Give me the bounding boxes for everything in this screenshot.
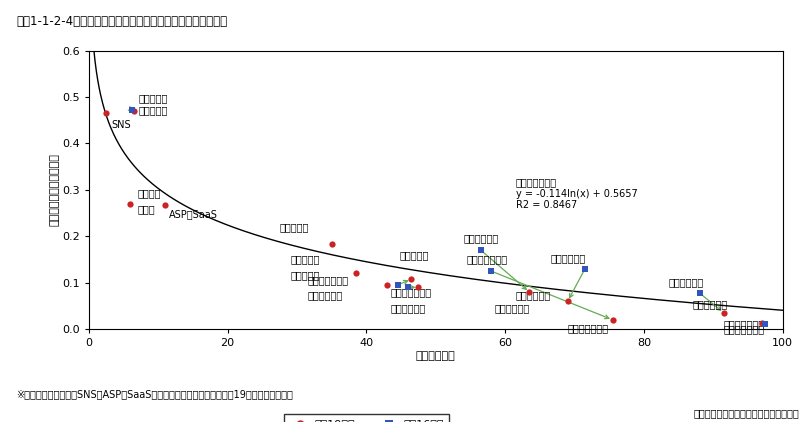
Text: ビジネス: ビジネス xyxy=(137,188,161,198)
X-axis label: 普及率（％）: 普及率（％） xyxy=(416,351,456,361)
Text: 総務省「通信利用動向調査」により作成: 総務省「通信利用動向調査」により作成 xyxy=(693,408,799,418)
Text: 電子商取引: 電子商取引 xyxy=(279,223,309,233)
Text: ※　ビジネスブログ、SNS、ASP・SaaS、ユビキタス関連ツールは平成19年のみの調査項目: ※ ビジネスブログ、SNS、ASP・SaaS、ユビキタス関連ツールは平成19年の… xyxy=(16,389,293,399)
Text: ブロードバンド: ブロードバンド xyxy=(567,324,608,333)
Text: インターネット: インターネット xyxy=(724,319,765,329)
Text: へのアクセス: へのアクセス xyxy=(391,303,426,313)
Text: SNS: SNS xyxy=(111,120,131,130)
Text: ホームページ: ホームページ xyxy=(550,253,586,263)
Text: 企業内通信網: 企業内通信網 xyxy=(668,277,704,287)
Legend: 平成19年末, 平成16年末: 平成19年末, 平成16年末 xyxy=(283,414,449,422)
Text: 外部から通信網: 外部から通信網 xyxy=(307,275,349,285)
Text: 企業間通信網: 企業間通信網 xyxy=(495,304,530,314)
Text: y = -0.114ln(x) + 0.5657: y = -0.114ln(x) + 0.5657 xyxy=(516,189,638,199)
Text: 図表1-1-2-4　企業における情報通信の利用状況と地域間格差: 図表1-1-2-4 企業における情報通信の利用状況と地域間格差 xyxy=(16,15,228,28)
Text: テレワーク: テレワーク xyxy=(139,93,168,103)
Text: 外部から通信網: 外部から通信網 xyxy=(391,288,432,298)
Text: インターネット: インターネット xyxy=(724,325,765,335)
Text: へのアクセス: へのアクセス xyxy=(307,291,343,300)
Text: テレワーク: テレワーク xyxy=(139,106,168,116)
Text: ユビキタス: ユビキタス xyxy=(290,254,320,264)
Y-axis label: 地域間格差（変動係数）: 地域間格差（変動係数） xyxy=(49,154,59,226)
Text: 電子商取引: 電子商取引 xyxy=(399,251,429,260)
Text: ホームページ: ホームページ xyxy=(516,290,551,300)
Text: 関連ツール: 関連ツール xyxy=(290,270,320,280)
Text: ブロードバンド: ブロードバンド xyxy=(467,254,508,264)
Text: ASP・SaaS: ASP・SaaS xyxy=(169,209,217,219)
Text: R2 = 0.8467: R2 = 0.8467 xyxy=(516,200,577,211)
Text: ブログ: ブログ xyxy=(137,204,155,214)
Text: 対数近似曲線：: 対数近似曲線： xyxy=(516,177,557,187)
Text: 企業間通信網: 企業間通信網 xyxy=(463,233,499,243)
Text: 企業内通信網: 企業内通信網 xyxy=(692,299,728,309)
